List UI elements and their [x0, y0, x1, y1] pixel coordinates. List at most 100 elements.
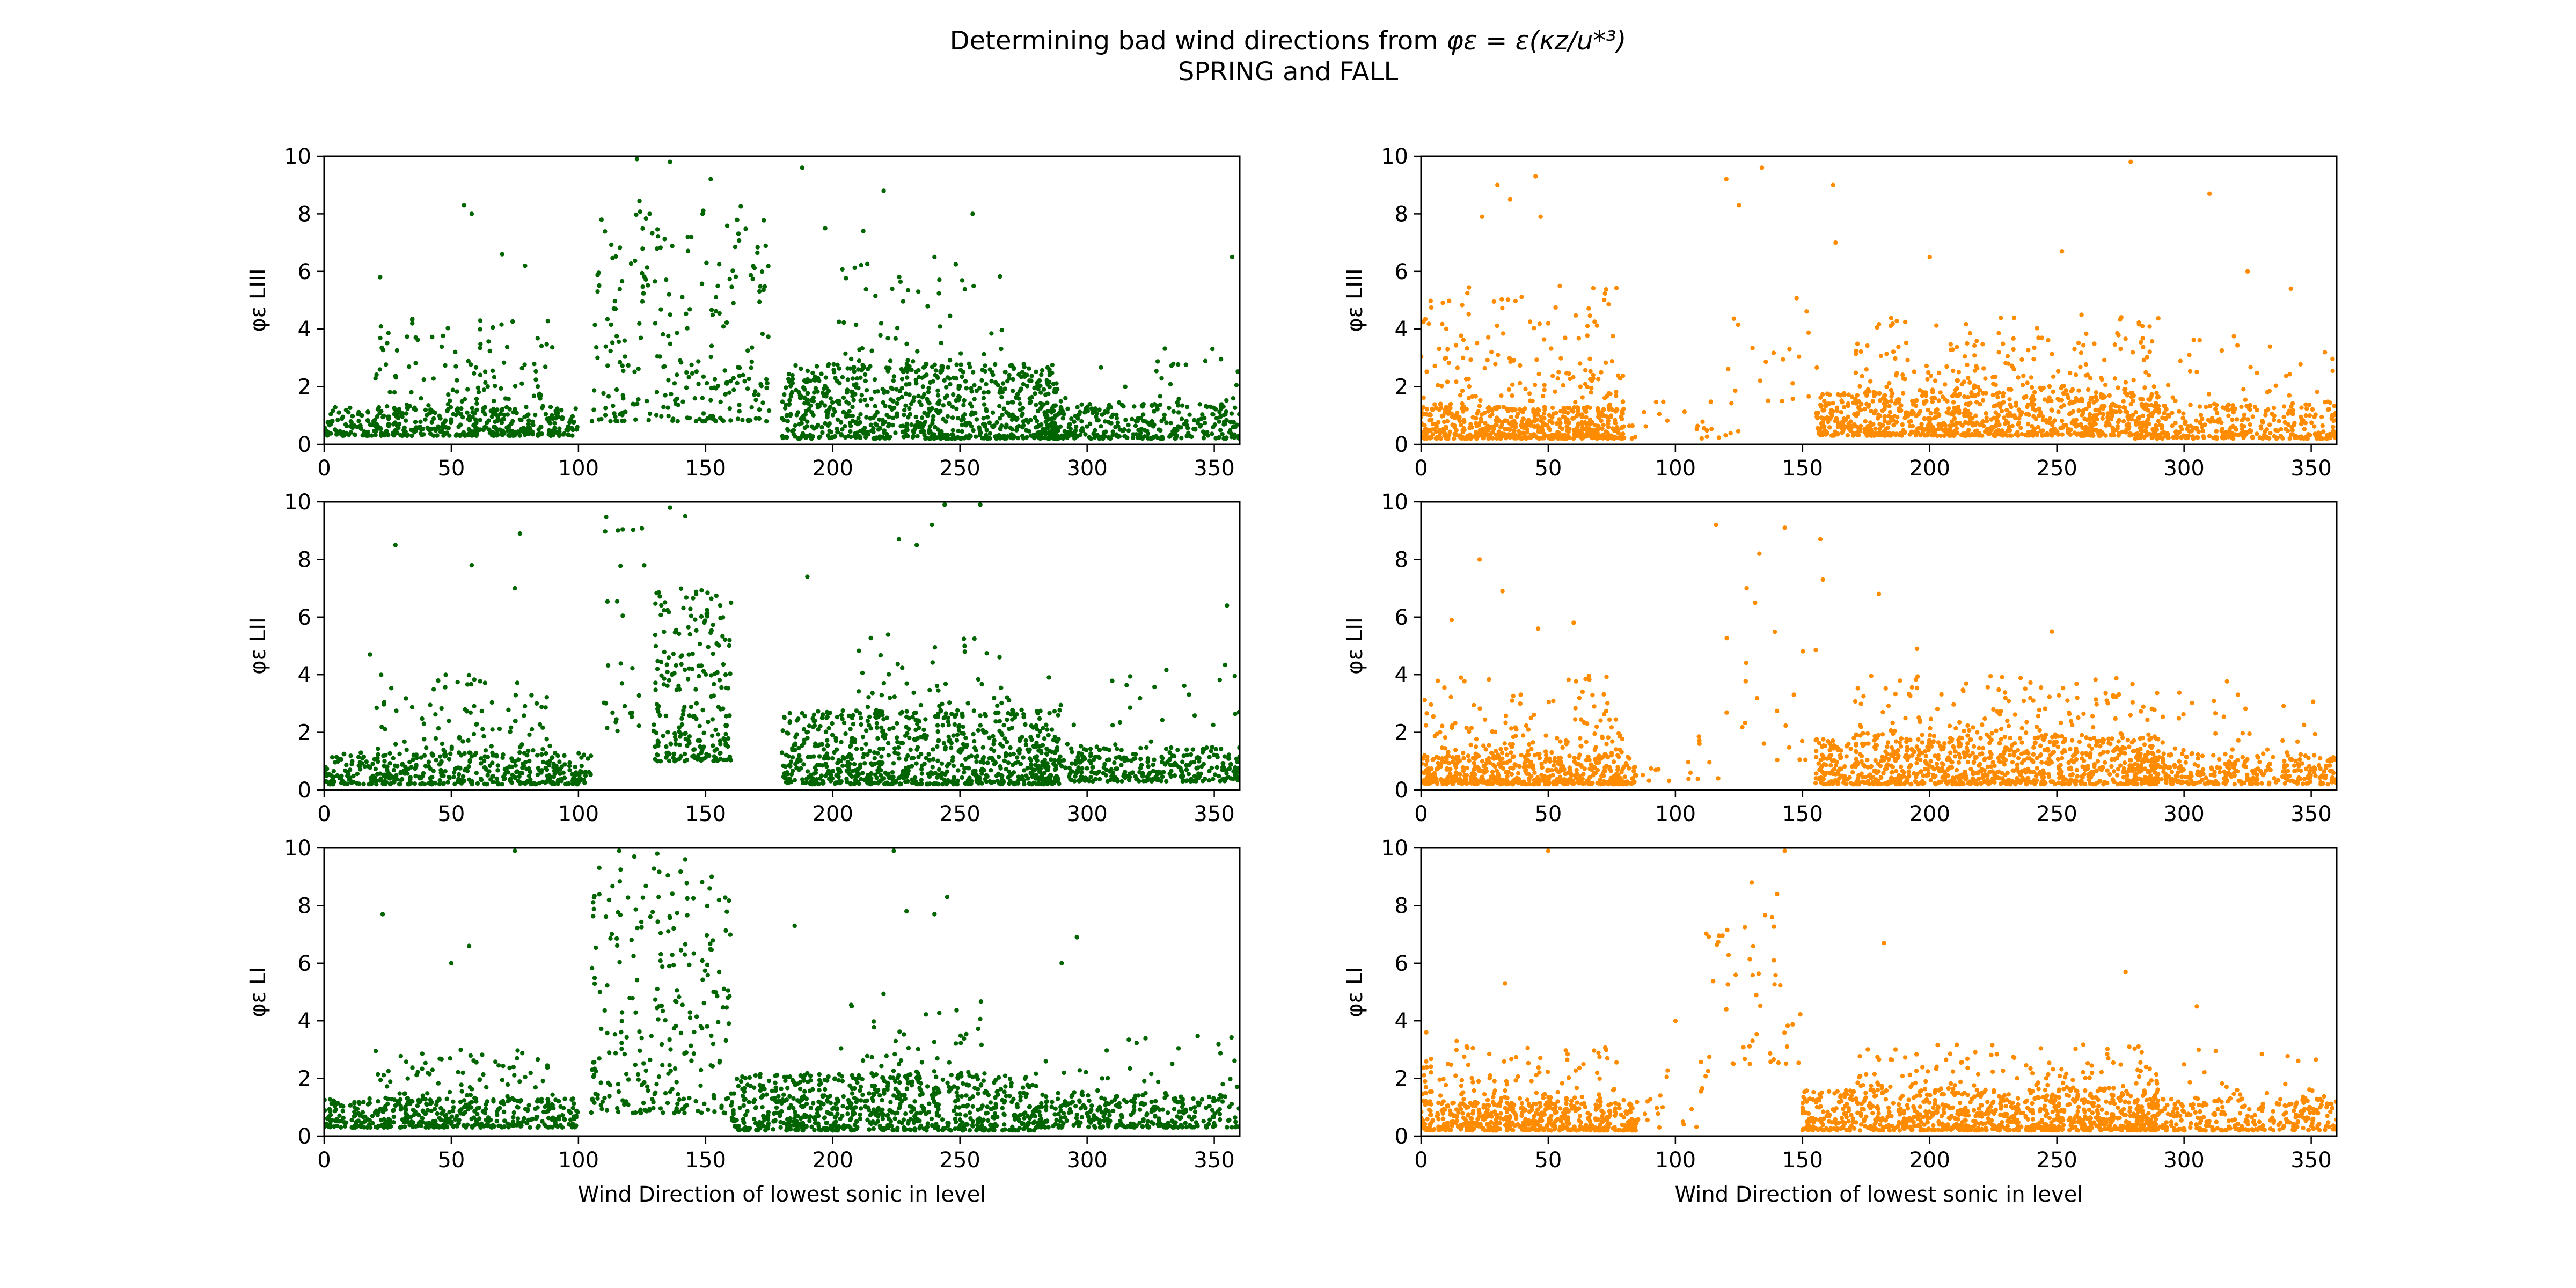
data-point [447, 757, 452, 762]
data-point [603, 529, 608, 534]
data-point [682, 751, 687, 757]
data-point [857, 781, 861, 786]
data-point [1104, 767, 1109, 773]
data-point [704, 933, 709, 938]
data-point [619, 411, 625, 416]
data-point [726, 1096, 730, 1101]
data-point [616, 1082, 621, 1087]
data-point [1139, 403, 1144, 408]
data-point [851, 365, 857, 370]
data-point [879, 725, 884, 730]
data-point [1192, 774, 1197, 779]
data-point [383, 1095, 388, 1101]
figure-title-prefix: Determining bad wind directions from [950, 26, 1447, 56]
axes-frame [323, 501, 1241, 791]
data-point [759, 269, 765, 274]
data-point [977, 386, 982, 391]
data-point [617, 245, 623, 250]
data-point [679, 360, 684, 365]
data-point [854, 419, 859, 424]
data-point [617, 287, 623, 291]
data-point [932, 436, 936, 441]
data-point [921, 365, 926, 370]
data-point [1010, 708, 1015, 713]
data-point [917, 719, 922, 724]
data-point [805, 574, 810, 579]
data-point [466, 672, 472, 678]
data-point [619, 279, 625, 284]
data-point [869, 776, 874, 781]
data-point [1058, 702, 1063, 708]
data-point [1044, 379, 1050, 384]
data-point [532, 781, 537, 786]
data-point [835, 714, 840, 720]
data-point [392, 763, 398, 769]
data-point [1162, 346, 1167, 351]
data-point [872, 750, 877, 755]
data-point [967, 361, 972, 366]
data-point [639, 925, 644, 930]
data-point [1110, 429, 1115, 434]
data-point [812, 1128, 817, 1132]
data-point [509, 421, 514, 426]
data-point [922, 410, 927, 415]
data-point [1200, 412, 1205, 417]
data-point [1195, 765, 1201, 770]
data-point [904, 774, 909, 779]
data-point [959, 418, 964, 423]
data-point [553, 408, 558, 413]
data-point [1210, 346, 1215, 352]
data-point [494, 776, 499, 781]
data-point [988, 1100, 993, 1105]
data-point [670, 244, 675, 248]
data-point [1110, 412, 1115, 417]
data-point [653, 643, 658, 649]
data-point [418, 781, 423, 787]
data-point [1021, 419, 1026, 424]
data-point [822, 754, 828, 759]
data-point [805, 391, 810, 396]
data-point [574, 1108, 579, 1114]
data-point [665, 1101, 670, 1106]
data-point [717, 678, 722, 683]
data-point [466, 416, 471, 422]
data-point [684, 1050, 689, 1055]
data-point [716, 705, 721, 709]
data-point [867, 714, 872, 720]
data-point [570, 776, 576, 781]
data-point [485, 384, 490, 389]
data-point [1169, 745, 1174, 750]
data-point [1075, 767, 1080, 773]
data-point [1102, 762, 1107, 767]
data-point [727, 757, 731, 762]
data-point [640, 895, 646, 900]
x-tick-label: 200 [813, 802, 853, 826]
data-point [944, 385, 949, 390]
data-point [943, 682, 948, 686]
data-point [728, 671, 733, 676]
data-point [1097, 777, 1102, 782]
data-point [891, 378, 896, 383]
data-point [402, 425, 407, 430]
data-point [709, 343, 714, 348]
data-point [1185, 752, 1190, 758]
data-point [523, 781, 528, 786]
data-point [636, 367, 641, 371]
data-point [459, 781, 464, 786]
data-point [1079, 770, 1084, 775]
data-point [603, 229, 608, 234]
data-point [854, 747, 859, 751]
data-point [935, 758, 940, 763]
data-point [607, 1094, 612, 1099]
data-point [972, 397, 977, 401]
data-point [552, 421, 557, 426]
data-point [873, 421, 878, 426]
data-point [864, 415, 869, 420]
data-point [482, 781, 487, 786]
data-point [515, 1116, 521, 1121]
data-point [1023, 742, 1029, 748]
data-point [1214, 416, 1219, 421]
data-point [836, 774, 841, 779]
data-point [1050, 420, 1055, 425]
